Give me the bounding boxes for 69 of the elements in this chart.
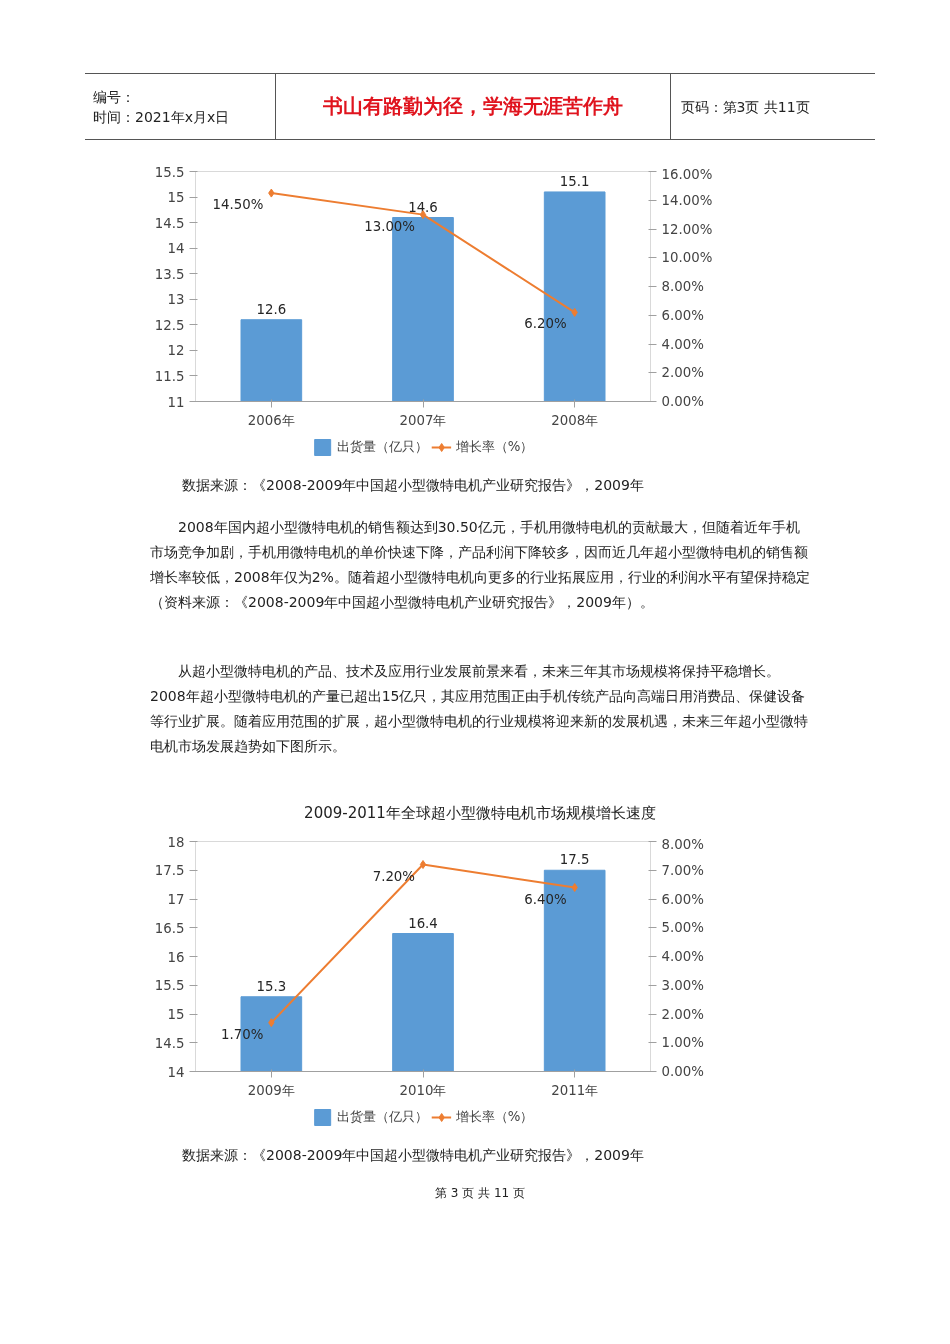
y2-tick-label: 8.00% — [661, 279, 704, 294]
point — [268, 1018, 275, 1028]
x-tick-label: 2008年 — [551, 412, 599, 428]
y-tick-label: 13 — [167, 292, 185, 308]
data-label: 12.6 — [256, 301, 287, 317]
source-note: 数据来源：《2008-2009年中国超小型微特电机产业研究报告》，2009年 — [182, 476, 644, 495]
y2-tick-label: 0.00% — [661, 394, 704, 409]
text: 页码：第3页 共11页 — [679, 97, 811, 117]
y2-tick-label: 10.00% — [661, 250, 713, 266]
point — [419, 860, 427, 869]
y2-tick-label: 4.00% — [661, 336, 704, 352]
y-tick-label: 14 — [167, 1064, 185, 1080]
y2-tick-label: 0.00% — [661, 1064, 704, 1079]
text: 编号： — [93, 88, 135, 105]
y2-tick-label: 1.00% — [661, 1035, 704, 1051]
y-tick-label: 14.5 — [154, 215, 185, 231]
x-tick-label: 2011年 — [551, 1082, 599, 1098]
data-label: 17.5 — [559, 852, 590, 868]
y2-tick-label: 2.00% — [661, 365, 704, 381]
text: 书山有路勤为径，学海无涯苦作舟 — [275, 73, 670, 140]
text: 第 3 页 共 11 页 — [434, 1185, 526, 1202]
x-tick-label: 2007年 — [399, 412, 447, 428]
legend-label: 出货量（亿只） — [336, 1108, 428, 1126]
point — [571, 307, 578, 317]
y-tick-label: 17 — [167, 892, 185, 907]
y-tick-label: 15.5 — [154, 978, 185, 994]
text: 从超小型微特电机的产品、技术及应用行业发展前景来看，未来三年其市场规模将保持平稳增长。2008年超小型微特电机的产量已超出15亿只，其应用范围正由手机传统产品向高端日用消费品、保健设备等行业扩展。随着应用范围的扩展，超小型微特电机的行业规模将迎来新的发展机遇，未来三年超小型微特电机市场发展趋势如下图所示。 — [150, 662, 809, 756]
data-label: 14.50% — [212, 197, 264, 213]
y2-tick-label: 4.00% — [661, 949, 704, 964]
y-tick-label: 14.5 — [154, 1035, 185, 1051]
y-tick-label: 18 — [167, 834, 185, 850]
y-tick-label: 16.5 — [154, 920, 185, 936]
y2-tick-label: 6.00% — [661, 307, 704, 323]
y-tick-label: 15 — [167, 1007, 185, 1022]
y2-tick-label: 12.00% — [661, 221, 713, 237]
text: 2008年国内超小型微特电机的销售额达到30.50亿元，手机用微特电机的贡献最大，但随着近年手机市场竞争加剧，手机用微特电机的单价快速下降，产品利润下降较多，因而近几年超小型微特电机的销售额增长率较低，2008年仅为2%。随着超小型微特电机向更多的行业拓展应用，行业的利润水平有望保持稳定（资料来源：《2008-2009年中国超小型微特电机产业研究报告》，2009年）。 — [150, 518, 810, 612]
y2-tick-label: 5.00% — [661, 920, 704, 936]
legend-label: 增长率（%） — [455, 438, 534, 456]
y-tick-label: 12 — [167, 343, 185, 359]
y-tick-label: 15.5 — [154, 164, 185, 180]
point — [268, 188, 275, 198]
y-tick-label: 17.5 — [154, 863, 185, 879]
data-label: 16.4 — [408, 915, 438, 931]
legend-label: 出货量（亿只） — [336, 438, 428, 456]
x-tick-label: 2006年 — [247, 412, 295, 428]
y2-tick-label: 6.00% — [661, 891, 704, 907]
y2-tick-label: 2.00% — [661, 1006, 704, 1022]
y-tick-label: 11.5 — [154, 368, 185, 384]
x-tick-label: 2010年 — [399, 1082, 447, 1098]
data-label: 15.1 — [559, 173, 590, 189]
y-tick-label: 11 — [167, 394, 185, 410]
y2-tick-label: 8.00% — [661, 836, 704, 852]
x-tick-label: 2009年 — [247, 1082, 295, 1098]
legend-label: 增长率（%） — [455, 1108, 534, 1126]
y2-tick-label: 14.00% — [661, 192, 713, 208]
y-tick-label: 14 — [167, 241, 185, 257]
y2-tick-label: 7.00% — [661, 862, 704, 878]
y-tick-label: 16 — [167, 949, 185, 965]
data-label: 15.3 — [256, 978, 287, 994]
y-tick-label: 12.5 — [154, 317, 185, 333]
chart-title: 2009-2011年全球超小型微特电机市场规模增长速度 — [303, 803, 657, 824]
y-tick-label: 15 — [167, 190, 185, 206]
point — [571, 883, 578, 892]
y2-tick-label: 16.00% — [661, 166, 713, 182]
data-label: 14.6 — [408, 199, 438, 215]
source-note: 数据来源：《2008-2009年中国超小型微特电机产业研究报告》，2009年 — [182, 1146, 644, 1165]
text: 时间：2021年x月x日 — [93, 108, 230, 125]
y2-tick-label: 3.00% — [661, 977, 704, 993]
y-tick-label: 13.5 — [154, 266, 185, 282]
